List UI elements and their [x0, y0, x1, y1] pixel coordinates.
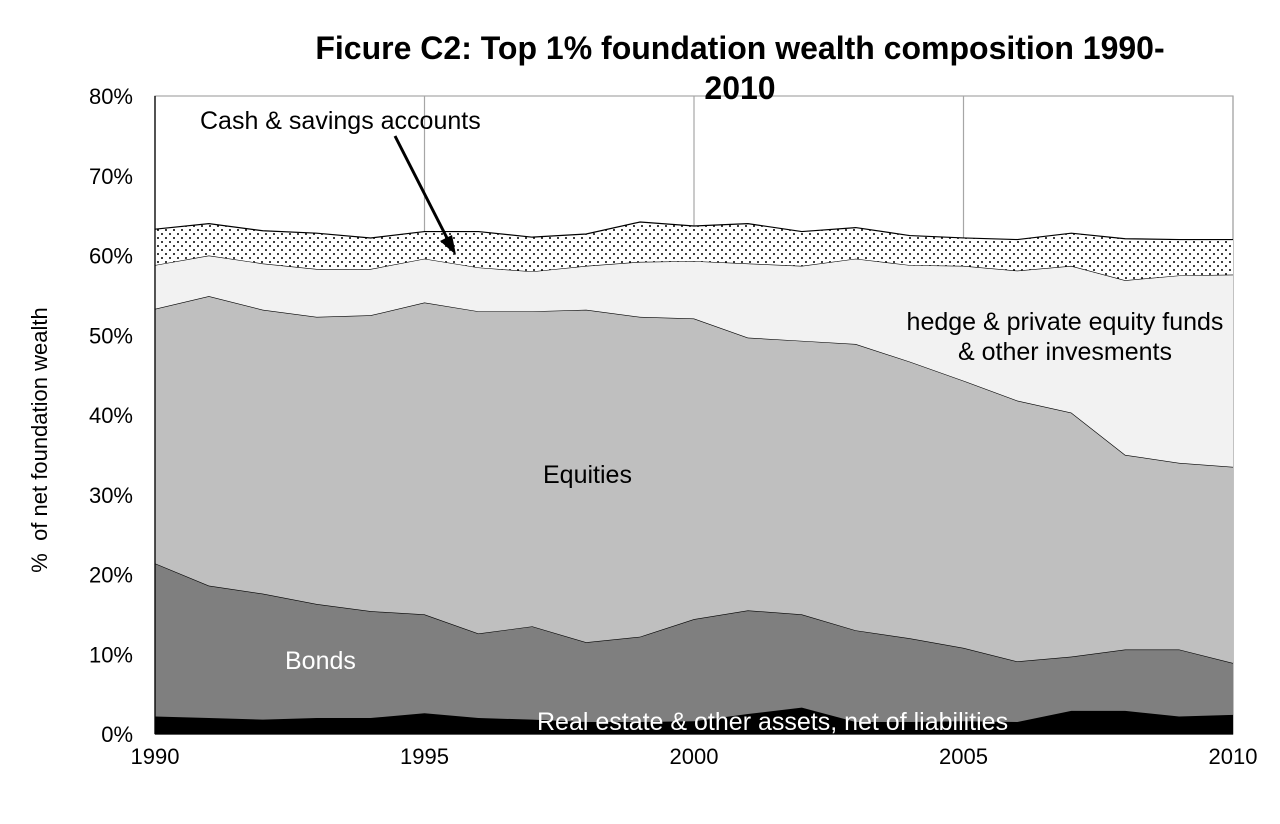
annotation-hedge-line2: & other invesments [958, 338, 1172, 366]
y-tick-label-1: 10% [89, 642, 133, 667]
x-tick-label-2: 2000 [670, 744, 719, 769]
x-tick-label-3: 2005 [939, 744, 988, 769]
stacked-areas [154, 221, 1234, 734]
y-tick-label-6: 60% [89, 244, 133, 269]
y-tick-label-5: 50% [89, 323, 133, 348]
y-tick-label-7: 70% [89, 164, 133, 189]
y-axis-title: % of net foundation wealth [27, 307, 52, 573]
annotation-cash-arrow-line [393, 135, 450, 241]
area-edge-series-4 [154, 221, 1233, 241]
annotation-hedge-line1: hedge & private equity funds [907, 308, 1224, 336]
annotation-bonds: Bonds [285, 647, 356, 675]
y-tick-label-3: 30% [89, 483, 133, 508]
y-tick-label-8: 80% [89, 84, 133, 109]
y-tick-label-0: 0% [101, 722, 133, 747]
area-series-2 [155, 296, 1233, 664]
y-tick-label-4: 40% [89, 403, 133, 428]
annotations: Cash & savings accounts hedge & private … [200, 107, 1223, 736]
annotation-cash: Cash & savings accounts [200, 107, 481, 135]
x-tick-label-4: 2010 [1209, 744, 1258, 769]
y-tick-label-2: 20% [89, 563, 133, 588]
axes [154, 96, 1233, 735]
annotation-equities: Equities [543, 461, 632, 489]
area-series-4 [155, 222, 1233, 281]
x-tick-label-0: 1990 [131, 744, 180, 769]
area-series-0 [155, 707, 1233, 734]
annotation-cash-arrowhead [440, 235, 456, 255]
x-tick-label-1: 1995 [400, 744, 449, 769]
chart-title: Ficure C2: Top 1% foundation wealth comp… [0, 0, 1280, 110]
annotation-real-estate: Real estate & other assets, net of liabi… [537, 708, 1008, 736]
chart-title-line-2: 2010 [704, 70, 776, 106]
area-series-3 [155, 255, 1233, 467]
tick-labels: 0% 10% 20% 30% 40% 50% 60% 70% 80% 1990 1995 2000 20… [89, 84, 1258, 769]
area-series-1 [155, 563, 1233, 723]
chart-title-line-1: Ficure C2: Top 1% foundation wealth comp… [315, 30, 1165, 66]
